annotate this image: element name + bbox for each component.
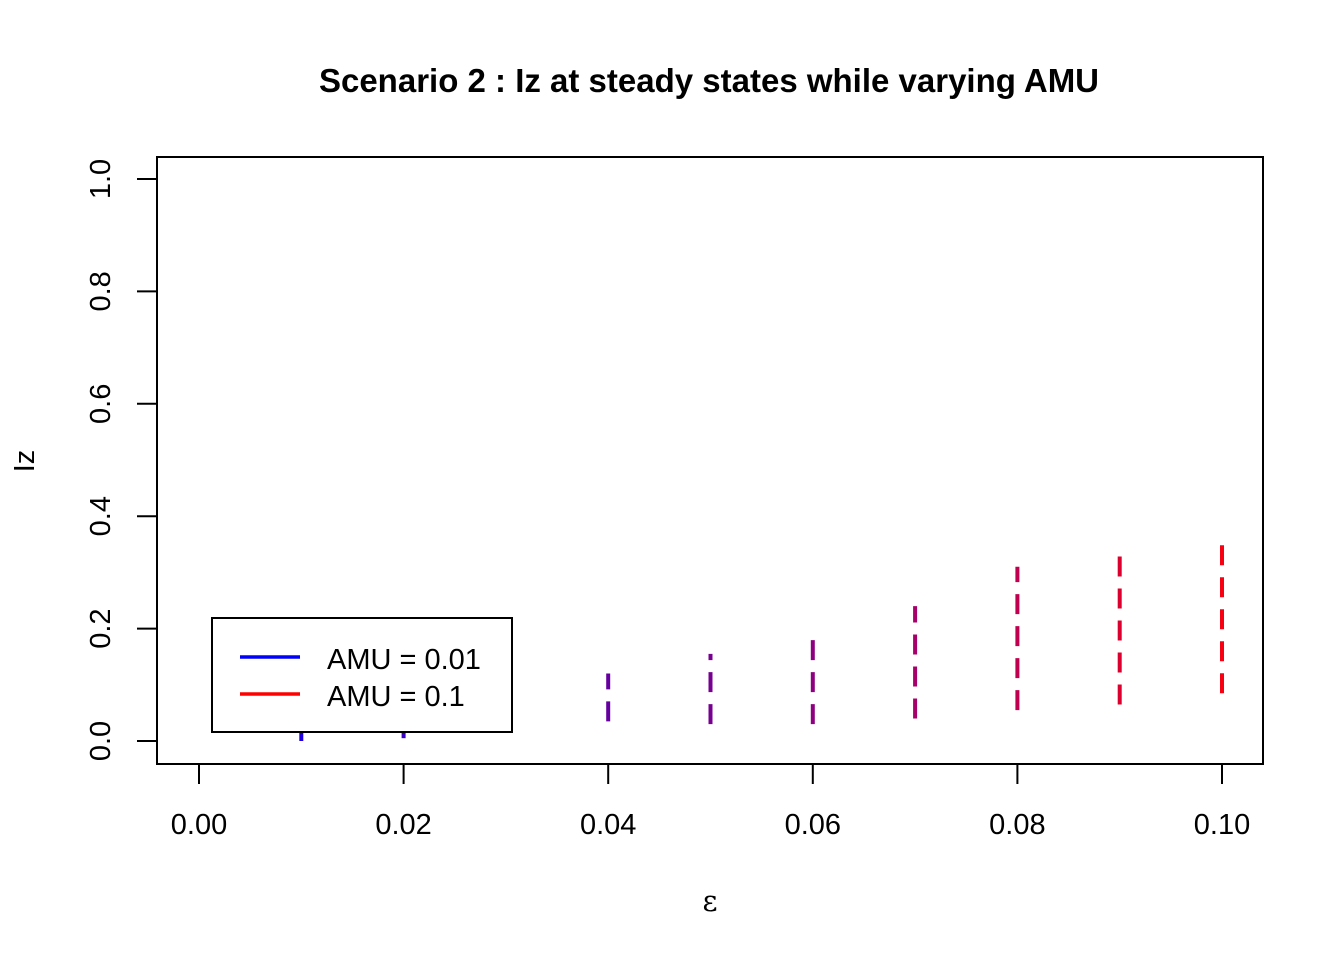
y-tick-label: 0.2 — [85, 608, 117, 648]
y-axis: 0.0 0.2 0.4 0.6 0.8 1.0 — [85, 159, 158, 761]
legend: AMU = 0.01 AMU = 0.1 — [211, 617, 513, 733]
y-tick-label: 0.6 — [85, 384, 117, 424]
legend-box — [211, 617, 513, 733]
x-axis-label: ε — [702, 884, 717, 918]
y-tick-label: 0.8 — [85, 271, 117, 311]
legend-label-amu-01: AMU = 0.1 — [327, 681, 465, 713]
x-tick-label: 0.00 — [171, 809, 227, 841]
x-axis: 0.00 0.02 0.04 0.06 0.08 0.10 — [171, 763, 1250, 841]
x-tick-label: 0.02 — [375, 809, 431, 841]
y-tick-label: 0.4 — [85, 496, 117, 536]
legend-label-amu-001: AMU = 0.01 — [327, 644, 481, 676]
data-layer — [299, 544, 1224, 741]
x-tick-label: 0.08 — [989, 809, 1045, 841]
y-tick-label: 1.0 — [85, 159, 117, 199]
x-tick-label: 0.06 — [785, 809, 841, 841]
y-tick-label: 0.0 — [85, 721, 117, 761]
x-tick-label: 0.10 — [1194, 809, 1250, 841]
y-axis-label: Iz — [9, 450, 41, 473]
chart-title: Scenario 2 : Iz at steady states while v… — [319, 62, 1099, 99]
x-tick-label: 0.04 — [580, 809, 636, 841]
